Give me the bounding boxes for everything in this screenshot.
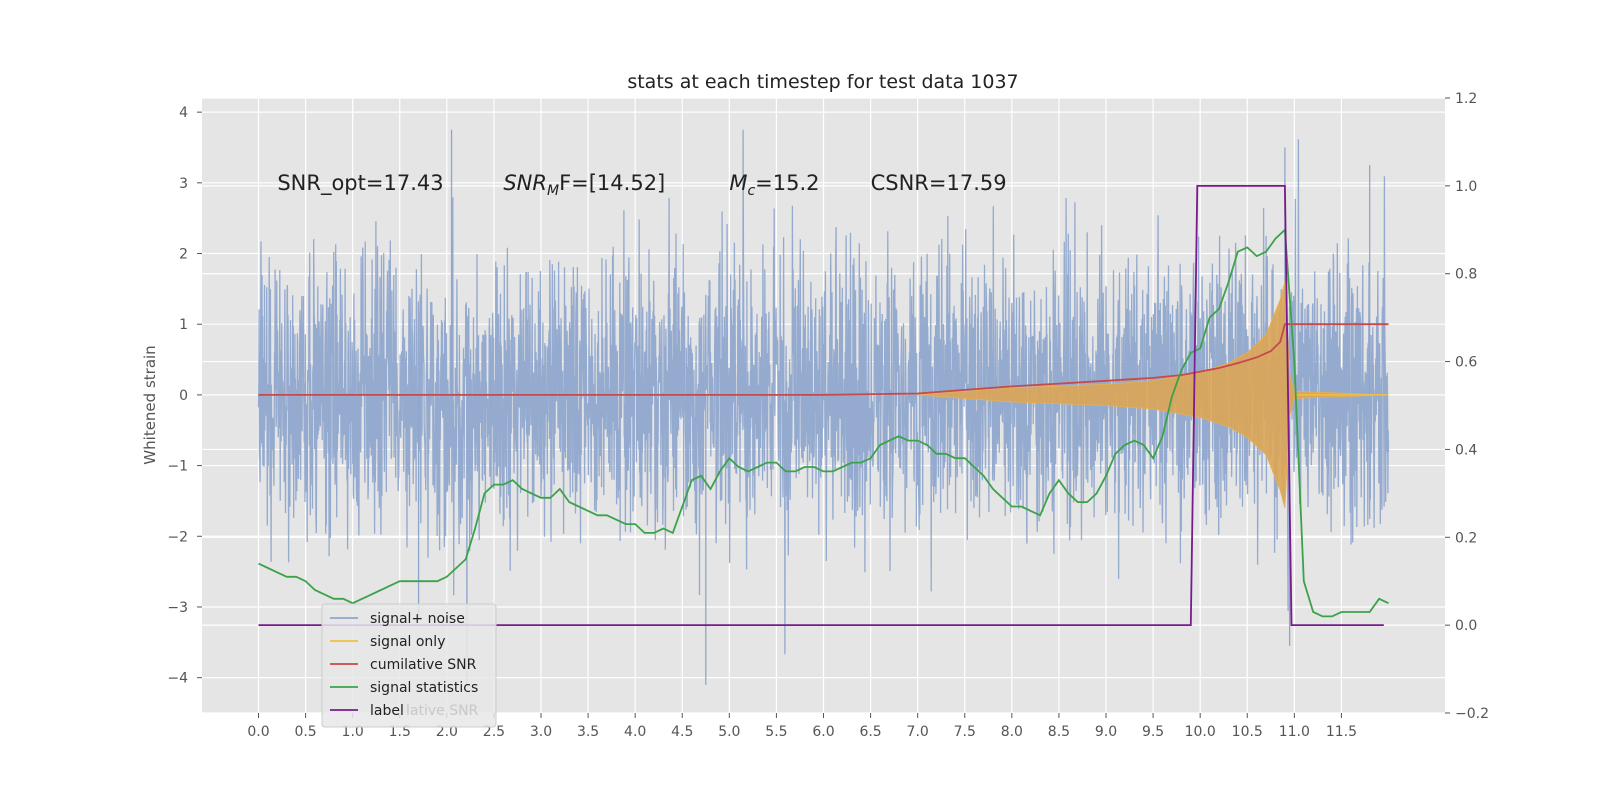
x-tick-label: 4.5 [671, 724, 693, 740]
x-tick-label: 4.0 [624, 724, 646, 740]
y-tick-label: −1 [167, 459, 188, 475]
x-tick-label: 8.5 [1048, 724, 1070, 740]
signal-noise-trace [257, 129, 1390, 685]
legend-label: signal+ noise [370, 611, 465, 627]
chart-title: stats at each timestep for test data 103… [627, 71, 1018, 93]
y-tick-label: 0 [179, 388, 188, 404]
signal-statistics-line [258, 227, 1389, 618]
stat-annotation: Mc=15.2 [729, 171, 819, 199]
y-tick-label: 1 [179, 317, 188, 333]
y-axis-label: Whitened strain [141, 345, 159, 464]
y2-tick-label: 0.2 [1455, 530, 1477, 546]
x-tick-label: 3.5 [577, 724, 599, 740]
stat-annotation: SNRMF=[14.52] [503, 171, 665, 199]
y-tick-label: −2 [167, 529, 188, 545]
x-tick-label: 0.5 [294, 724, 316, 740]
x-tick-label: 2.0 [436, 724, 458, 740]
x-tick-label: 10.0 [1185, 724, 1216, 740]
y-tick-label: −4 [167, 671, 188, 687]
y-tick-label: 4 [179, 105, 188, 121]
signal-only-series [917, 281, 1389, 509]
legend: signal+ noise signal only cumilative SNR si… [321, 603, 497, 728]
y2-tick-label: 1.0 [1455, 179, 1477, 195]
legend-box [321, 603, 497, 728]
legend-label: signal only [370, 634, 445, 650]
y2-tick-label: 0.0 [1455, 618, 1477, 634]
x-tick-label: 6.5 [859, 724, 881, 740]
x-tick-label: 3.0 [530, 724, 552, 740]
x-tick-label: 11.5 [1326, 724, 1357, 740]
y-tick-label: 3 [179, 176, 188, 192]
line-series-group [258, 185, 1389, 626]
annotations: SNR_opt=17.43 SNRMF=[14.52] Mc=15.2 CSNR=17… [277, 171, 1006, 199]
signal-only-envelope [917, 281, 1389, 509]
y2-tick-label: 0.4 [1455, 442, 1477, 458]
legend-label: signal statistics [370, 680, 478, 696]
x-tick-label: 7.5 [954, 724, 976, 740]
y2-tick-label: −0.2 [1455, 706, 1489, 722]
y2-tick-label: 1.2 [1455, 91, 1477, 107]
x-tick-label: 2.5 [483, 724, 505, 740]
x-tick-label: 5.5 [765, 724, 787, 740]
x-tick-label: 9.5 [1142, 724, 1164, 740]
legend-label: cumilative SNR [370, 657, 477, 673]
y2-tick-label: 0.6 [1455, 355, 1477, 371]
y-tick-label: −3 [167, 600, 188, 616]
x-tick-label: 7.0 [907, 724, 929, 740]
x-tick-label: 8.0 [1001, 724, 1023, 740]
x-tick-label: 11.0 [1279, 724, 1310, 740]
tick-labels: 0.0 0.5 1.0 1.5 2.0 2.5 3.0 3.5 4.0 4.5 5.0 5.5 6.0 6… [167, 91, 1489, 740]
label-line [258, 185, 1384, 626]
x-tick-label: 9.0 [1095, 724, 1117, 740]
y-tick-label: 2 [179, 247, 188, 263]
legend-ghost-text: lative SNR [406, 703, 479, 719]
x-tick-label: 1.0 [342, 724, 364, 740]
stat-annotation: CSNR=17.59 [871, 171, 1007, 195]
y2-tick-label: 0.8 [1455, 267, 1477, 283]
x-tick-label: 0.0 [247, 724, 269, 740]
x-tick-label: 6.0 [812, 724, 834, 740]
cumilative-snr-line [258, 323, 1389, 396]
x-tick-label: 1.5 [389, 724, 411, 740]
legend-label: label [370, 703, 404, 719]
x-tick-label: 10.5 [1232, 724, 1263, 740]
x-tick-label: 5.0 [718, 724, 740, 740]
stat-annotation: SNR_opt=17.43 [277, 171, 443, 196]
